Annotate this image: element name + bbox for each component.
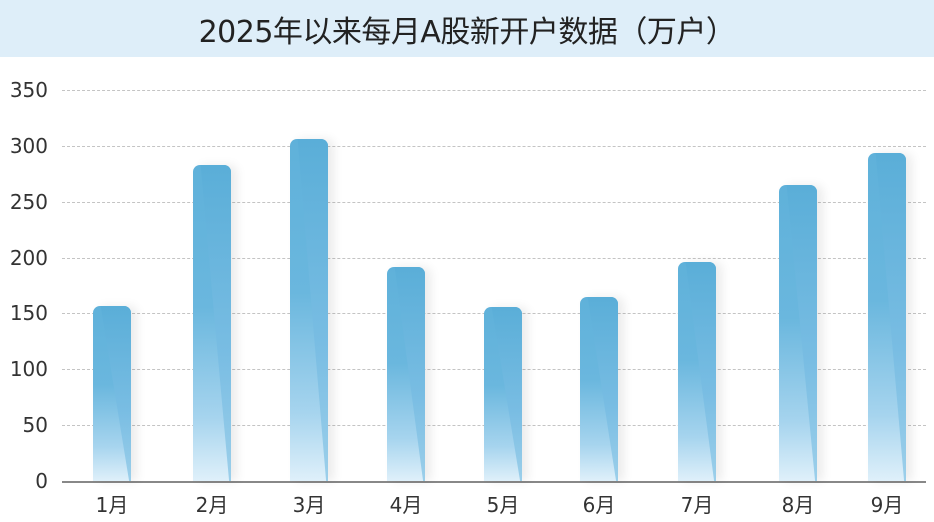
bar-shade xyxy=(394,266,425,481)
x-tick-label: 7月 xyxy=(680,493,714,517)
y-tick-label: 50 xyxy=(22,413,48,438)
y-tick-label: 350 xyxy=(9,78,48,102)
x-tick-label: 5月 xyxy=(486,493,520,517)
x-axis-line xyxy=(62,481,926,483)
bar-shade xyxy=(685,262,716,481)
bar-8月 xyxy=(779,184,817,481)
bar-9月 xyxy=(868,152,906,481)
y-tick-label: 200 xyxy=(9,245,48,270)
bar-1月 xyxy=(93,305,131,481)
bar-3月 xyxy=(290,139,328,481)
x-tick-label: 1月 xyxy=(95,493,129,517)
bar-shade xyxy=(200,164,231,481)
x-tick-label: 9月 xyxy=(870,493,904,517)
chart-header: 2025年以来每月A股新开户数据（万户） xyxy=(0,0,934,57)
gridline xyxy=(62,145,926,147)
x-tick-label: 4月 xyxy=(389,493,423,517)
gridline xyxy=(62,90,926,91)
gridline xyxy=(62,257,926,259)
bar-shade xyxy=(491,306,522,481)
bar-shade xyxy=(587,296,618,481)
bar-shade xyxy=(875,152,906,481)
bar-shade xyxy=(100,305,131,481)
x-tick-label: 6月 xyxy=(582,493,616,517)
y-tick-label: 0 xyxy=(35,469,48,493)
bar-6月 xyxy=(580,296,618,481)
bar-4月 xyxy=(387,266,425,481)
chart-title: 2025年以来每月A股新开户数据（万户） xyxy=(198,14,736,50)
y-tick-label: 250 xyxy=(9,189,48,214)
y-tick-label: 100 xyxy=(9,357,48,382)
bar-5月 xyxy=(484,306,522,481)
y-tick-label: 300 xyxy=(9,133,48,158)
bar-7月 xyxy=(678,262,716,481)
x-tick-label: 2月 xyxy=(195,493,229,517)
gridline xyxy=(62,201,926,203)
y-tick-label: 150 xyxy=(9,301,48,326)
x-tick-label: 8月 xyxy=(781,493,815,517)
bar-shade xyxy=(786,184,817,481)
x-tick-label: 3月 xyxy=(292,493,326,517)
bar-shade xyxy=(297,139,328,481)
bar-2月 xyxy=(193,164,231,481)
plot-area: 0 50 100 150 200 250 300 350 1月 2月 3月 4月 5月 6月 7月 8月 9月 xyxy=(0,57,934,522)
